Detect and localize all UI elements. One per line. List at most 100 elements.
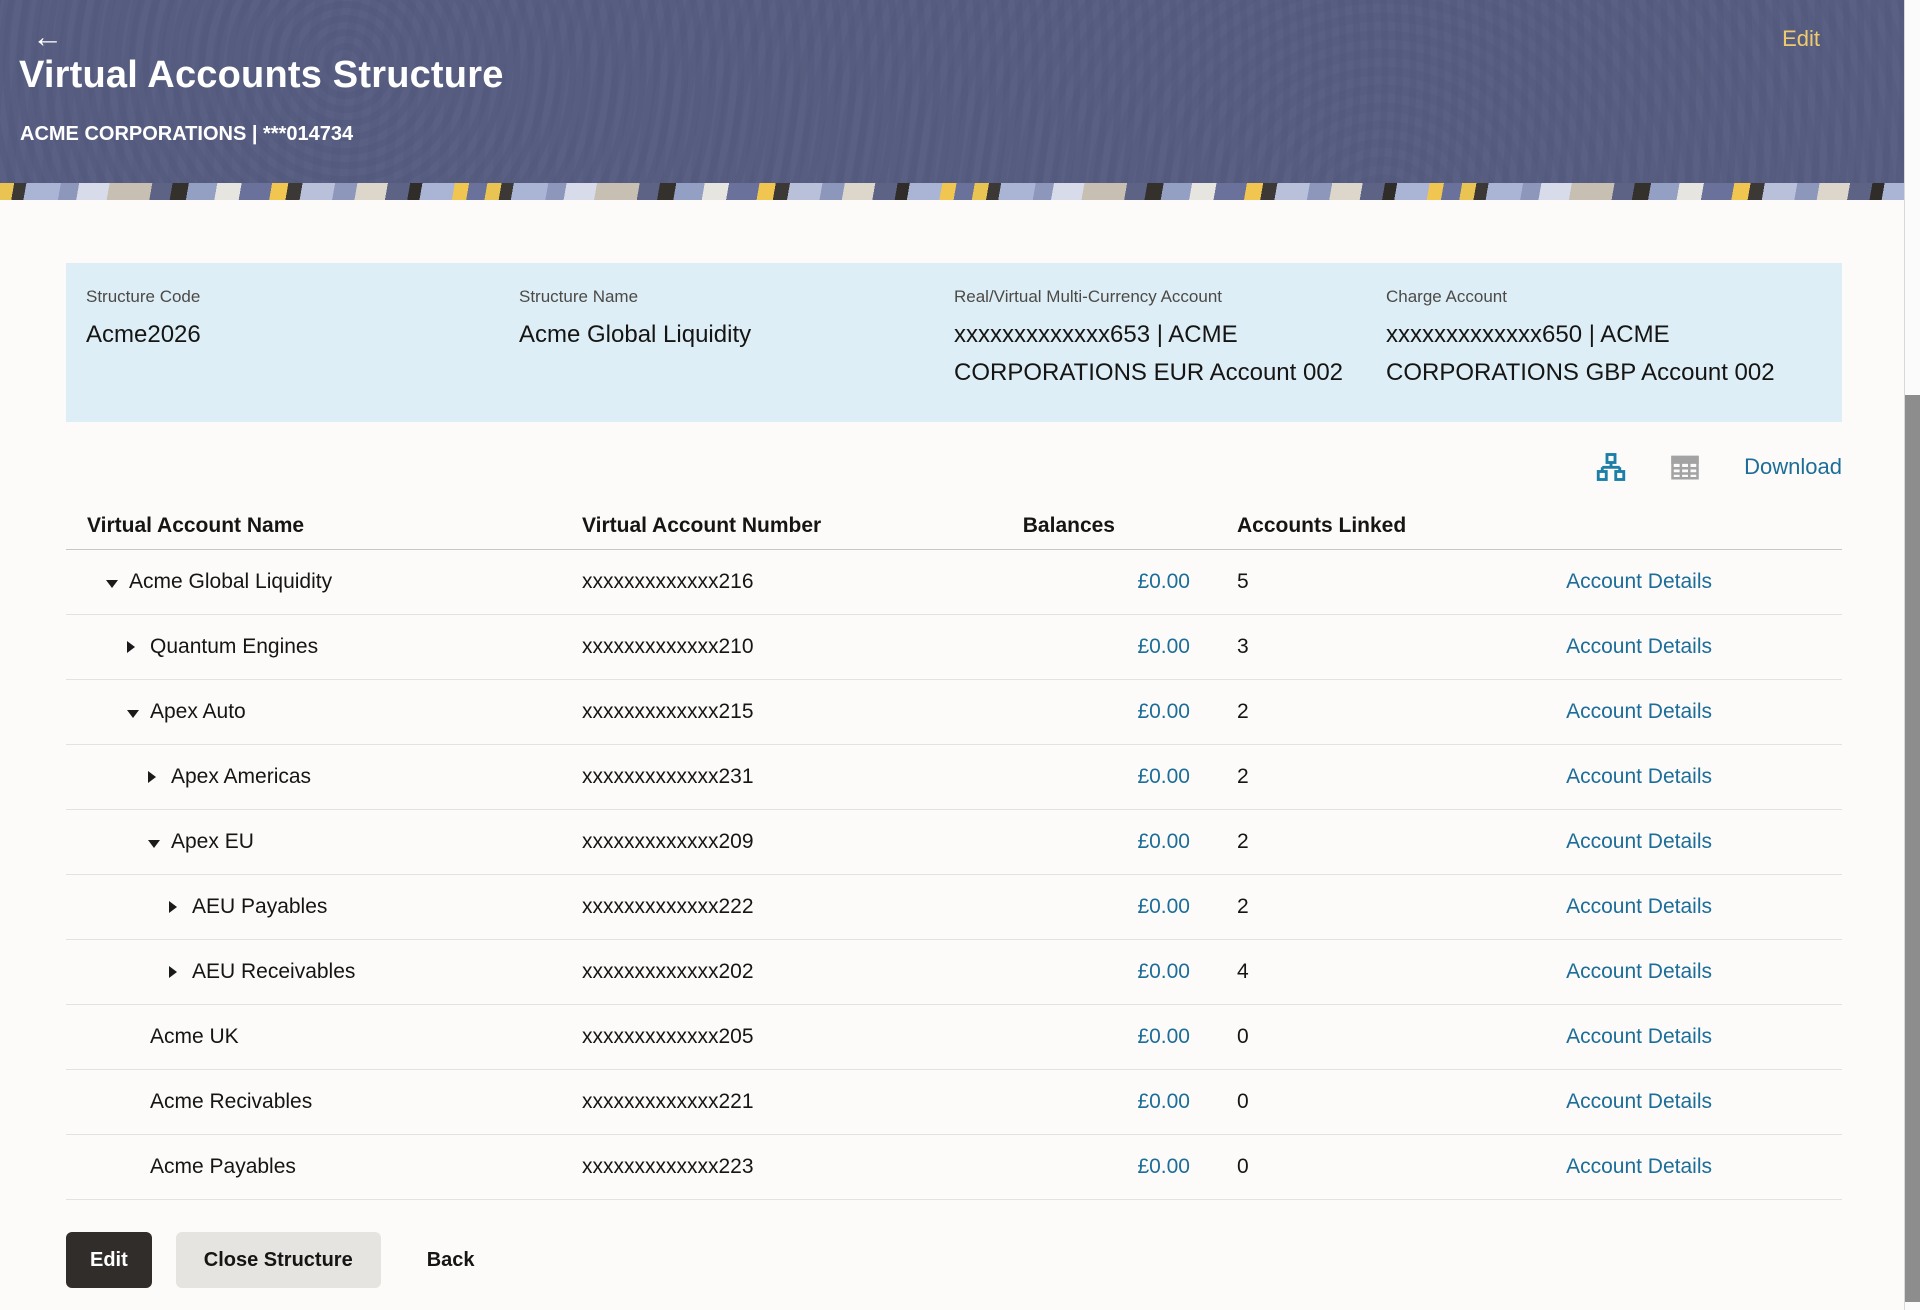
- summary-field-structure-code: Structure Code Acme2026: [86, 287, 519, 392]
- view-toolbar: Download: [66, 448, 1842, 486]
- account-name: Apex EU: [171, 830, 254, 853]
- field-value: Acme Global Liquidity: [519, 321, 752, 348]
- summary-field-charge-account: Charge Account xxxxxxxxxxxxx650 | ACME C…: [1386, 287, 1822, 392]
- field-value: xxxxxxxxxxxxx650 | ACME CORPORATIONS GBP…: [1386, 321, 1775, 386]
- page-subtitle: ACME CORPORATIONS | ***014734: [20, 123, 354, 145]
- main-content: Structure Code Acme2026 Structure Name A…: [0, 263, 1920, 1288]
- account-details-link[interactable]: Account Details: [1566, 1155, 1712, 1178]
- account-number: xxxxxxxxxxxxx209: [582, 830, 754, 853]
- vertical-scrollbar[interactable]: [1904, 0, 1920, 1310]
- account-details-link[interactable]: Account Details: [1566, 635, 1712, 658]
- field-label: Charge Account: [1386, 287, 1507, 306]
- table-body: Acme Global Liquidity xxxxxxxxxxxxx216 £…: [66, 550, 1842, 1200]
- table-row: Quantum Engines xxxxxxxxxxxxx210 £0.00 3…: [66, 615, 1842, 680]
- account-number: xxxxxxxxxxxxx223: [582, 1155, 754, 1178]
- caret-icon[interactable]: [106, 570, 119, 594]
- field-value: xxxxxxxxxxxxx653 | ACME CORPORATIONS EUR…: [954, 321, 1344, 386]
- accounts-linked-count: 3: [1237, 635, 1249, 658]
- accounts-linked-count: 0: [1237, 1155, 1249, 1178]
- footer-actions: Edit Close Structure Back: [66, 1232, 1842, 1288]
- field-value: Acme2026: [86, 321, 201, 348]
- table-header-row: Virtual Account Name Virtual Account Num…: [66, 502, 1842, 550]
- column-header-number: Virtual Account Number: [582, 513, 822, 537]
- caret-icon[interactable]: [169, 960, 182, 984]
- account-name: Apex Americas: [171, 765, 312, 788]
- page-title: Virtual Accounts Structure: [19, 54, 504, 96]
- balance-link[interactable]: £0.00: [1137, 765, 1190, 788]
- account-number: xxxxxxxxxxxxx202: [582, 960, 754, 983]
- account-details-link[interactable]: Account Details: [1566, 765, 1712, 788]
- account-details-link[interactable]: Account Details: [1566, 700, 1712, 723]
- accounts-linked-count: 0: [1237, 1025, 1249, 1048]
- account-name: AEU Payables: [192, 895, 328, 918]
- account-name: Acme UK: [150, 1025, 239, 1048]
- back-arrow-icon[interactable]: ←: [26, 20, 69, 53]
- account-name: Acme Global Liquidity: [129, 570, 333, 593]
- balance-link[interactable]: £0.00: [1137, 960, 1190, 983]
- table-row: Acme Payables xxxxxxxxxxxxx223 £0.00 0 A…: [66, 1135, 1842, 1200]
- decorative-banner-strip: [0, 183, 1920, 200]
- virtual-accounts-table: Virtual Account Name Virtual Account Num…: [66, 502, 1842, 1200]
- field-label: Structure Name: [519, 287, 639, 306]
- accounts-linked-count: 2: [1237, 895, 1249, 918]
- field-label: Structure Code: [86, 287, 201, 306]
- structure-summary-panel: Structure Code Acme2026 Structure Name A…: [66, 263, 1842, 422]
- column-header-accounts-linked: Accounts Linked: [1237, 513, 1407, 537]
- caret-icon[interactable]: [127, 700, 140, 724]
- table-row: Acme UK xxxxxxxxxxxxx205 £0.00 0 Account…: [66, 1005, 1842, 1070]
- account-details-link[interactable]: Account Details: [1566, 570, 1712, 593]
- column-header-name: Virtual Account Name: [87, 513, 305, 537]
- field-label: Real/Virtual Multi-Currency Account: [954, 287, 1223, 306]
- account-number: xxxxxxxxxxxxx215: [582, 700, 754, 723]
- accounts-linked-count: 2: [1237, 765, 1249, 788]
- summary-field-multicurrency-account: Real/Virtual Multi-Currency Account xxxx…: [954, 287, 1386, 392]
- caret-icon[interactable]: [127, 635, 140, 659]
- balance-link[interactable]: £0.00: [1137, 830, 1190, 853]
- accounts-linked-count: 0: [1237, 1090, 1249, 1113]
- account-details-link[interactable]: Account Details: [1566, 1025, 1712, 1048]
- accounts-linked-count: 2: [1237, 700, 1249, 723]
- header-edit-link[interactable]: Edit: [1782, 26, 1820, 51]
- balance-link[interactable]: £0.00: [1137, 1155, 1190, 1178]
- account-name: Acme Recivables: [150, 1090, 313, 1113]
- account-name: Quantum Engines: [150, 635, 319, 658]
- balance-link[interactable]: £0.00: [1137, 700, 1190, 723]
- back-button[interactable]: Back: [417, 1232, 485, 1288]
- page-header: ← Edit Virtual Accounts Structure ACME C…: [0, 0, 1920, 183]
- caret-icon[interactable]: [169, 895, 182, 919]
- table-row: AEU Payables xxxxxxxxxxxxx222 £0.00 2 Ac…: [66, 875, 1842, 940]
- account-details-link[interactable]: Account Details: [1566, 960, 1712, 983]
- table-view-icon[interactable]: [1670, 452, 1700, 482]
- table-row: Acme Global Liquidity xxxxxxxxxxxxx216 £…: [66, 550, 1842, 615]
- column-header-balances: Balances: [1022, 513, 1115, 537]
- account-name: Apex Auto: [150, 700, 246, 723]
- account-number: xxxxxxxxxxxxx231: [582, 765, 754, 788]
- edit-button[interactable]: Edit: [66, 1232, 152, 1288]
- account-number: xxxxxxxxxxxxx205: [582, 1025, 754, 1048]
- table-row: Acme Recivables xxxxxxxxxxxxx221 £0.00 0…: [66, 1070, 1842, 1135]
- account-name: AEU Receivables: [192, 960, 356, 983]
- scrollbar-thumb[interactable]: [1905, 395, 1920, 1302]
- account-details-link[interactable]: Account Details: [1566, 895, 1712, 918]
- hierarchy-view-icon[interactable]: [1596, 452, 1626, 482]
- table-row: Apex Auto xxxxxxxxxxxxx215 £0.00 2 Accou…: [66, 680, 1842, 745]
- download-link[interactable]: Download: [1744, 454, 1842, 479]
- balance-link[interactable]: £0.00: [1137, 570, 1190, 593]
- balance-link[interactable]: £0.00: [1137, 1025, 1190, 1048]
- balance-link[interactable]: £0.00: [1137, 1090, 1190, 1113]
- table-row: AEU Receivables xxxxxxxxxxxxx202 £0.00 4…: [66, 940, 1842, 1005]
- account-details-link[interactable]: Account Details: [1566, 1090, 1712, 1113]
- account-number: xxxxxxxxxxxxx221: [582, 1090, 754, 1113]
- accounts-linked-count: 2: [1237, 830, 1249, 853]
- account-details-link[interactable]: Account Details: [1566, 830, 1712, 853]
- account-number: xxxxxxxxxxxxx222: [582, 895, 754, 918]
- balance-link[interactable]: £0.00: [1137, 635, 1190, 658]
- account-name: Acme Payables: [150, 1155, 296, 1178]
- caret-icon[interactable]: [148, 830, 161, 854]
- caret-icon[interactable]: [148, 765, 161, 789]
- close-structure-button[interactable]: Close Structure: [175, 1232, 381, 1288]
- table-row: Apex EU xxxxxxxxxxxxx209 £0.00 2 Account…: [66, 810, 1842, 875]
- accounts-linked-count: 4: [1237, 960, 1249, 983]
- balance-link[interactable]: £0.00: [1137, 895, 1190, 918]
- table-row: Apex Americas xxxxxxxxxxxxx231 £0.00 2 A…: [66, 745, 1842, 810]
